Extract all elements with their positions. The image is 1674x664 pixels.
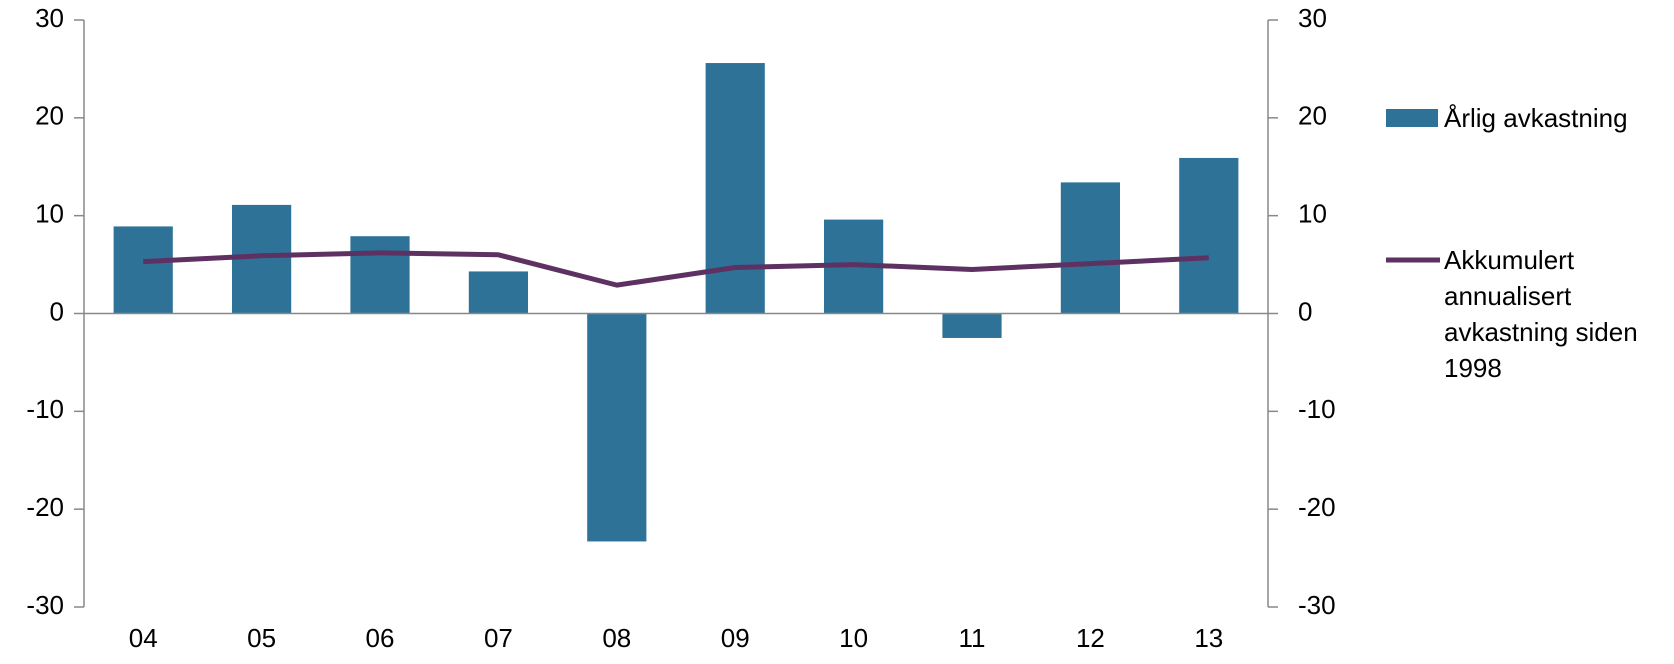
legend-label: Akkumulert annualisert avkastning siden … (1444, 245, 1638, 383)
legend-swatch (1386, 109, 1438, 127)
y-tick-label: -30 (26, 590, 64, 620)
line (143, 250, 1209, 288)
y-tick-label: -20 (26, 492, 64, 522)
y2-tick-label: 10 (1298, 199, 1327, 229)
x-tick-label: 12 (1076, 623, 1105, 653)
legend-label: Årlig avkastning (1444, 103, 1628, 133)
x-tick-label: 07 (484, 623, 513, 653)
y-tick-label: 30 (35, 3, 64, 33)
x-tick-label: 09 (721, 623, 750, 653)
x-tick-label: 08 (602, 623, 631, 653)
x-tick-label: 11 (959, 623, 986, 653)
bar (113, 226, 173, 314)
bar (705, 63, 765, 314)
bar (468, 271, 528, 314)
y2-tick-label: -10 (1298, 394, 1336, 424)
bar (942, 313, 1002, 338)
y2-tick-label: -30 (1298, 590, 1336, 620)
y2-tick-label: 30 (1298, 3, 1327, 33)
x-tick-label: 04 (129, 623, 158, 653)
y-tick-label: -10 (26, 394, 64, 424)
bar (587, 313, 647, 542)
bar (1060, 182, 1120, 314)
x-tick-label: 06 (366, 623, 395, 653)
x-tick-label: 05 (247, 623, 276, 653)
y-tick-label: 0 (50, 296, 64, 326)
y2-tick-label: -20 (1298, 492, 1336, 522)
bar (350, 236, 410, 314)
x-tick-label: 13 (1194, 623, 1223, 653)
y2-tick-label: 0 (1298, 296, 1312, 326)
x-tick-label: 10 (839, 623, 868, 653)
y-tick-label: 10 (35, 199, 64, 229)
y2-tick-label: 20 (1298, 101, 1327, 131)
bar (1179, 157, 1239, 314)
y-tick-label: 20 (35, 101, 64, 131)
